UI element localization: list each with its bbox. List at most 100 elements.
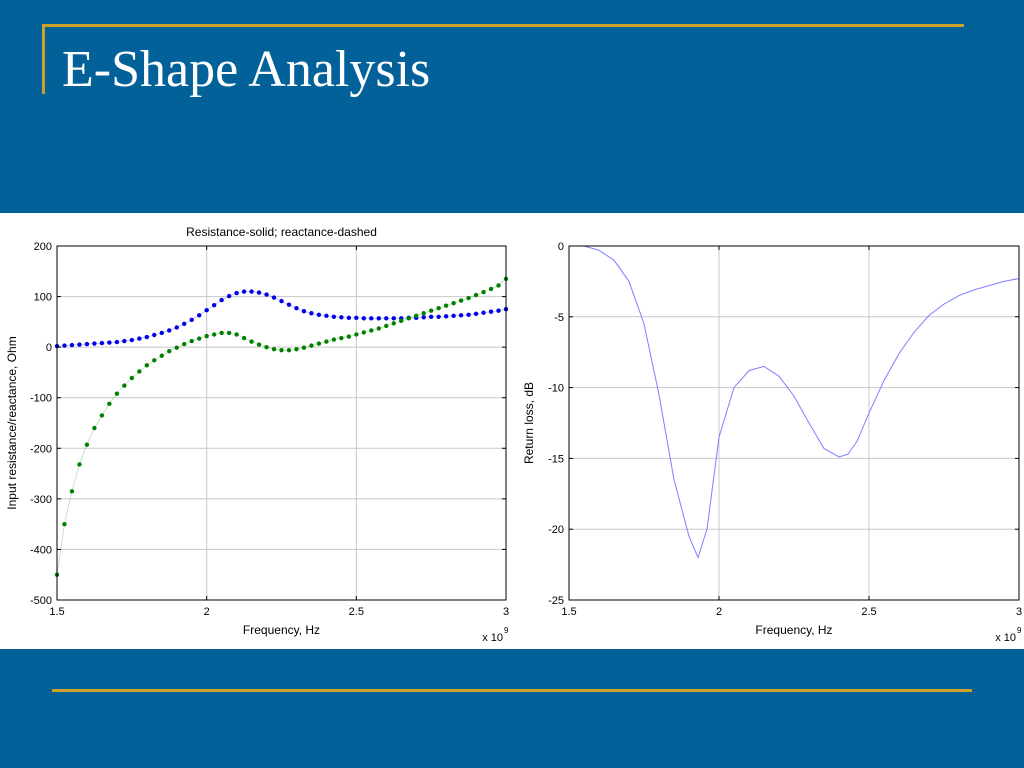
series-0-point — [451, 313, 456, 318]
series-1-point — [316, 341, 322, 346]
series-0-point — [167, 328, 172, 333]
series-1-point — [286, 347, 292, 353]
series-1-point — [69, 489, 75, 494]
series-1-point — [167, 348, 172, 354]
series-0-point — [211, 302, 217, 308]
series-1-point — [324, 339, 329, 344]
y-tick-label: -400 — [30, 544, 52, 556]
series-0-point — [286, 302, 292, 307]
series-1-point — [226, 330, 232, 336]
series-0-point — [271, 295, 277, 300]
y-tick-label: -15 — [548, 453, 564, 465]
series-0-point — [324, 313, 329, 318]
series-1-point — [309, 343, 314, 348]
series-1-point — [421, 311, 426, 316]
series-0-point — [301, 309, 307, 314]
series-0-point — [361, 316, 367, 321]
series-1-point — [122, 383, 127, 388]
series-1-point — [346, 334, 352, 339]
y-tick-label: -500 — [30, 595, 52, 607]
axes-box — [56, 245, 507, 601]
y-tick-label: -100 — [30, 393, 52, 405]
series-1-point — [137, 369, 142, 374]
series-1-point — [182, 341, 187, 347]
x-axis-multiplier-exponent: 9 — [1017, 626, 1022, 635]
series-0-point — [144, 334, 149, 340]
series-0-point — [152, 332, 157, 338]
x-tick-label: 2 — [204, 606, 210, 618]
series-0-point — [204, 308, 209, 313]
series-1-point — [114, 391, 120, 396]
series-1-point — [301, 345, 307, 350]
series-0-point — [256, 290, 262, 295]
series-1-point — [249, 339, 254, 344]
x-axis-label: Frequency, Hz — [243, 623, 320, 637]
series-0-point — [189, 317, 194, 323]
series-0-point — [174, 325, 179, 330]
series-0-point — [316, 312, 322, 317]
series-0-point — [137, 336, 142, 341]
series-1-point — [458, 298, 464, 303]
chart-title: Resistance-solid; reactance-dashed — [186, 225, 377, 239]
series-1-point — [234, 332, 239, 337]
series-1-point — [129, 375, 135, 381]
series-0-point — [77, 342, 82, 347]
series-1-point — [466, 295, 471, 301]
series-0-point — [488, 309, 494, 314]
x-axis-multiplier: x 10 — [482, 632, 503, 644]
series-0-point — [159, 330, 164, 336]
series-0-point — [481, 310, 486, 315]
series-0-point — [391, 316, 396, 321]
series-0-point — [264, 292, 269, 297]
x-tick-label: 3 — [503, 606, 509, 618]
y-axis-label: Return loss, dB — [522, 382, 536, 464]
series-1-point — [107, 401, 112, 406]
slide-title: E-Shape Analysis — [62, 41, 431, 98]
series-1-point — [189, 338, 194, 344]
series-0-point — [279, 298, 284, 304]
y-tick-label: 0 — [46, 342, 52, 354]
series-1-point — [62, 521, 67, 527]
series-0-point — [196, 313, 202, 318]
figure-panel: 1.5 2 2.5 3 200 100 0 -100 -200 -300 -400 -500 Resis… — [0, 213, 1024, 649]
y-tick-label: 0 — [558, 241, 564, 253]
series-0-point — [421, 315, 426, 320]
series-1-point — [496, 283, 501, 288]
series-0-point — [458, 313, 464, 318]
series-1-point — [196, 336, 202, 341]
impedance-chart: 1.5 2 2.5 3 200 100 0 -100 -200 -300 -400 -500 Resis… — [5, 225, 509, 644]
series-1-point — [354, 332, 359, 337]
axes-box — [568, 245, 1020, 601]
y-tick-label: -10 — [548, 383, 564, 395]
series-1-point — [241, 335, 247, 341]
series-1-point — [174, 345, 179, 350]
series-1-point — [264, 344, 269, 350]
series-1-point — [271, 346, 277, 352]
series-1-point — [376, 326, 381, 331]
return-loss-chart: 1.5 2 2.5 3 0 -5 -10 -15 -20 -25 Frequency, Hz Retu… — [522, 241, 1022, 644]
x-tick-label: 1.5 — [49, 606, 64, 618]
series-0-point — [369, 316, 374, 321]
series-0-point — [473, 311, 479, 316]
y-tick-label: 200 — [34, 241, 52, 253]
series-0-point — [122, 338, 127, 344]
series-0-point — [182, 321, 187, 327]
y-axis-label: Input resistance/reactance, Ohm — [5, 336, 19, 509]
bottom-accent-rule — [52, 689, 972, 692]
series-0-point — [219, 297, 224, 303]
series-1-point — [77, 462, 82, 467]
y-tick-label: -25 — [548, 595, 564, 607]
series-1-point — [144, 363, 149, 368]
top-accent-rule — [42, 24, 964, 27]
x-axis-multiplier-exponent: 9 — [504, 626, 509, 635]
series-1-point — [428, 308, 434, 313]
series-1-point — [159, 353, 164, 358]
y-tick-label: -200 — [30, 443, 52, 455]
series-0-point — [376, 316, 381, 321]
x-tick-label: 3 — [1016, 606, 1022, 618]
series-1-point — [406, 316, 411, 321]
series-0-point — [69, 342, 75, 348]
series-1-point — [369, 328, 374, 333]
y-tick-label: -5 — [554, 312, 564, 324]
series-1-point — [84, 442, 90, 447]
